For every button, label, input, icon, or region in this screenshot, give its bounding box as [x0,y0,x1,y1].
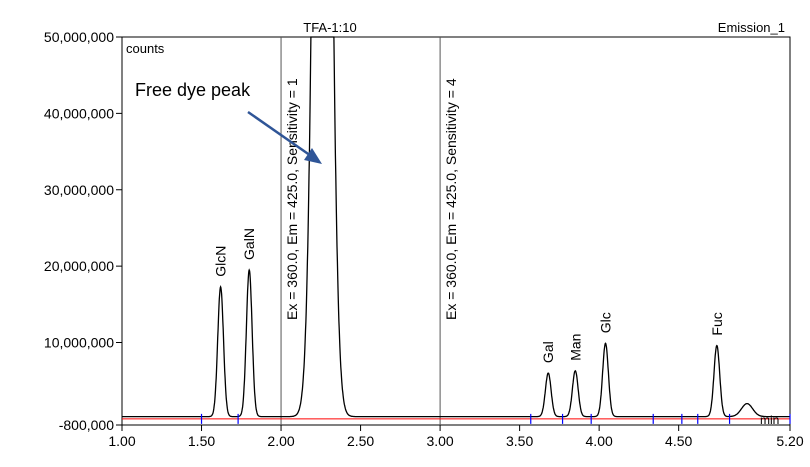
method-markers: Ex = 360.0, Em = 425.0, Sensitivity = 1 E… [280,37,459,425]
marker-label: Ex = 360.0, Em = 425.0, Sensitivity = 4 [443,78,459,320]
y-axis: -800,000 10,000,000 20,000,000 30,000,000 40… [44,29,122,433]
annotation-text: Free dye peak [135,80,251,100]
plot-frame [121,36,791,426]
integration-ticks [200,413,791,424]
peak-label: GalN [241,228,257,260]
x-tick-label: 4.50 [665,433,692,449]
chart-subtitle: Emission_1 [718,20,785,35]
peak-labels: GlcN GalN Gal Man Glc Fuc [213,228,725,363]
x-axis-label: min [760,413,779,427]
chromatogram-series [122,36,790,418]
y-axis-label: counts [126,41,165,56]
x-tick-label: 2.00 [267,433,294,449]
peak-label: Man [567,334,583,361]
y-tick-label: 20,000,000 [44,258,114,274]
y-tick-label: 50,000,000 [44,29,114,45]
peak-label: Gal [540,341,556,363]
x-tick-label: 4.00 [586,433,613,449]
x-tick-label: 3.50 [506,433,533,449]
y-tick-label: 30,000,000 [44,182,114,198]
y-tick-label: -800,000 [59,417,114,433]
marker-label: Ex = 360.0, Em = 425.0, Sensitivity = 1 [284,78,300,320]
x-tick-label: 5.20 [776,433,803,449]
y-tick-label: 10,000,000 [44,335,114,351]
peak-label: Glc [598,312,614,333]
chart-title: TFA-1:10 [303,20,356,35]
y-tick-label: 40,000,000 [44,105,114,121]
x-tick-label: 1.50 [188,433,215,449]
x-tick-label: 1.00 [108,433,135,449]
peak-label: GlcN [213,246,229,277]
x-tick-label: 2.50 [347,433,374,449]
x-axis: 1.00 1.50 2.00 2.50 3.00 3.50 4.00 4.50 5.20 [108,425,804,449]
annotation-arrow [247,110,322,164]
x-tick-label: 3.00 [426,433,453,449]
trace-layer [122,36,790,418]
peak-label: Fuc [709,312,725,335]
